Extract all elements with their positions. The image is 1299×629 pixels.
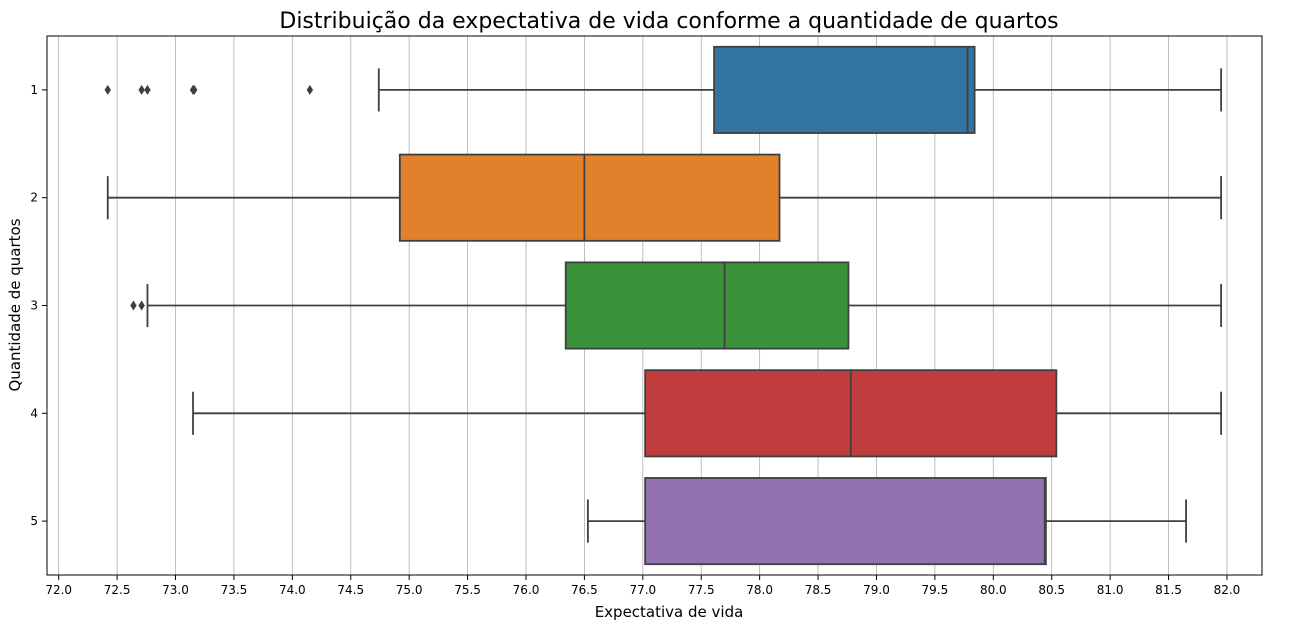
box-series	[104, 45, 1223, 566]
chart-title: Distribuição da expectativa de vida conf…	[279, 9, 1058, 34]
outlier-point	[138, 300, 145, 311]
box-group	[106, 153, 1223, 242]
y-tick-label: 3	[30, 299, 38, 313]
y-axis-label: Quantidade de quartos	[6, 218, 24, 391]
outlier-point	[191, 84, 198, 95]
x-tick-label: 75.0	[396, 583, 423, 597]
x-axis: 72.0 72.5 73.0 73.5 74.0 74.5 75.0 75.5 76.0 76.5…	[45, 575, 1240, 597]
box-group	[104, 45, 1223, 134]
box	[564, 261, 850, 350]
x-tick-label: 75.5	[454, 583, 481, 597]
x-tick-label: 74.0	[279, 583, 306, 597]
x-tick-label: 79.5	[922, 583, 949, 597]
x-tick-label: 78.0	[746, 583, 773, 597]
y-tick-label: 5	[30, 514, 38, 528]
x-tick-label: 73.0	[162, 583, 189, 597]
y-tick-label: 1	[30, 83, 38, 97]
y-tick-label: 4	[30, 406, 38, 420]
outlier-point	[130, 300, 137, 311]
x-tick-label: 78.5	[805, 583, 832, 597]
outlier-point	[104, 84, 111, 95]
x-tick-label: 76.5	[571, 583, 598, 597]
x-axis-label: Expectativa de vida	[595, 603, 744, 621]
box	[398, 153, 781, 242]
x-tick-label: 74.5	[337, 583, 364, 597]
x-tick-label: 77.0	[629, 583, 656, 597]
x-tick-label: 73.5	[221, 583, 248, 597]
x-tick-label: 80.0	[980, 583, 1007, 597]
outlier-point	[306, 84, 314, 95]
box-group	[587, 477, 1187, 566]
x-tick-label: 80.5	[1038, 583, 1065, 597]
outlier-point	[138, 84, 145, 95]
x-tick-label: 81.0	[1097, 583, 1124, 597]
x-tick-label: 77.5	[688, 583, 715, 597]
y-axis: 1 2 3 4 5	[30, 83, 47, 528]
x-tick-label: 72.0	[45, 583, 72, 597]
x-tick-label: 72.5	[104, 583, 131, 597]
box-group	[192, 369, 1223, 458]
y-tick-label: 2	[30, 191, 38, 205]
x-tick-label: 82.0	[1214, 583, 1241, 597]
x-tick-label: 79.0	[863, 583, 890, 597]
x-tick-label: 76.0	[513, 583, 540, 597]
x-tick-label: 81.5	[1155, 583, 1182, 597]
box	[644, 477, 1047, 566]
box	[713, 45, 976, 134]
box-group	[130, 261, 1223, 350]
outlier-point	[144, 84, 151, 95]
